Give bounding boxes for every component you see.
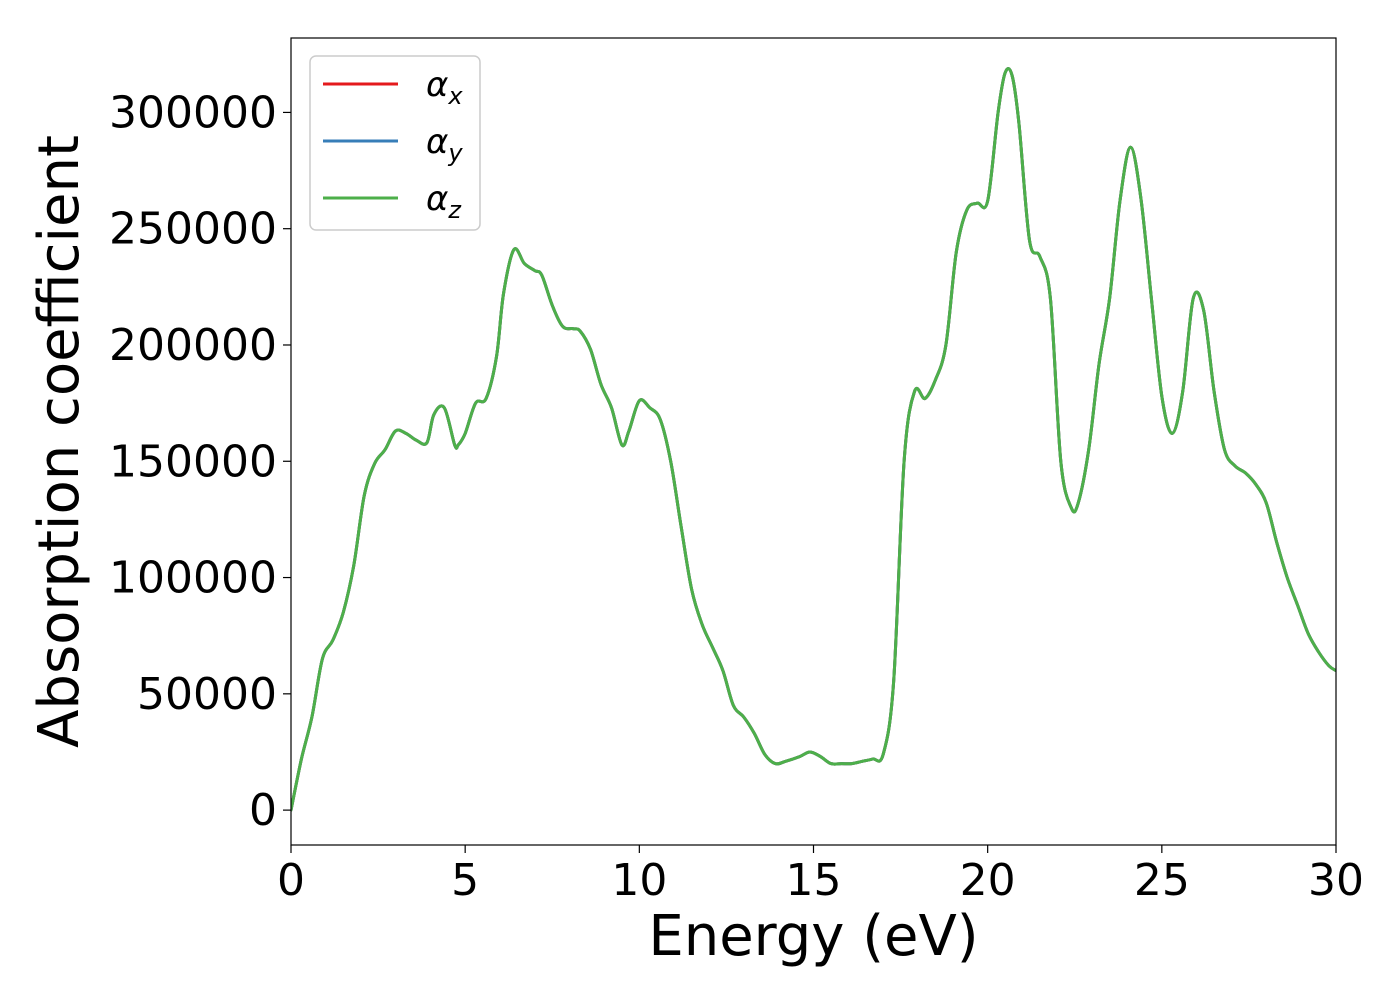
- series-line-3: [291, 67, 1336, 812]
- x-tick-label: 30: [1308, 855, 1364, 906]
- x-tick-label: 10: [611, 855, 667, 906]
- x-axis-label: Energy (eV): [648, 904, 978, 969]
- y-tick-label: 200000: [109, 320, 277, 371]
- legend-label-3: αz: [426, 179, 462, 224]
- legend-label-base: α: [426, 179, 448, 219]
- y-axis-ticks: 0 50000 100000 150000 200000 250000 300000: [109, 87, 291, 836]
- y-tick-label: 50000: [137, 669, 277, 720]
- x-tick-label: 0: [277, 855, 305, 906]
- legend-label-base: α: [426, 122, 448, 162]
- y-tick-label: 150000: [109, 436, 277, 487]
- y-axis-label: Absorption coefficient: [27, 135, 92, 748]
- y-tick-label: 300000: [109, 87, 277, 138]
- legend-label-1: αx: [426, 65, 463, 110]
- legend-label-sub: x: [447, 82, 463, 110]
- series-layer: [291, 67, 1336, 812]
- x-tick-label: 25: [1134, 855, 1190, 906]
- x-tick-label: 15: [786, 855, 842, 906]
- y-tick-label: 100000: [109, 553, 277, 604]
- legend-label-sub: y: [447, 139, 463, 167]
- legend-box: [309, 55, 481, 231]
- legend-label-2: αy: [426, 122, 463, 167]
- y-tick-label: 250000: [109, 204, 277, 255]
- x-tick-label: 5: [451, 855, 479, 906]
- x-axis-ticks: 0 5 10 15 20 25 30: [277, 845, 1364, 906]
- legend-label-base: α: [426, 65, 448, 105]
- legend-label-sub: z: [447, 196, 462, 224]
- x-tick-label: 20: [960, 855, 1016, 906]
- y-tick-label: 0: [249, 785, 277, 836]
